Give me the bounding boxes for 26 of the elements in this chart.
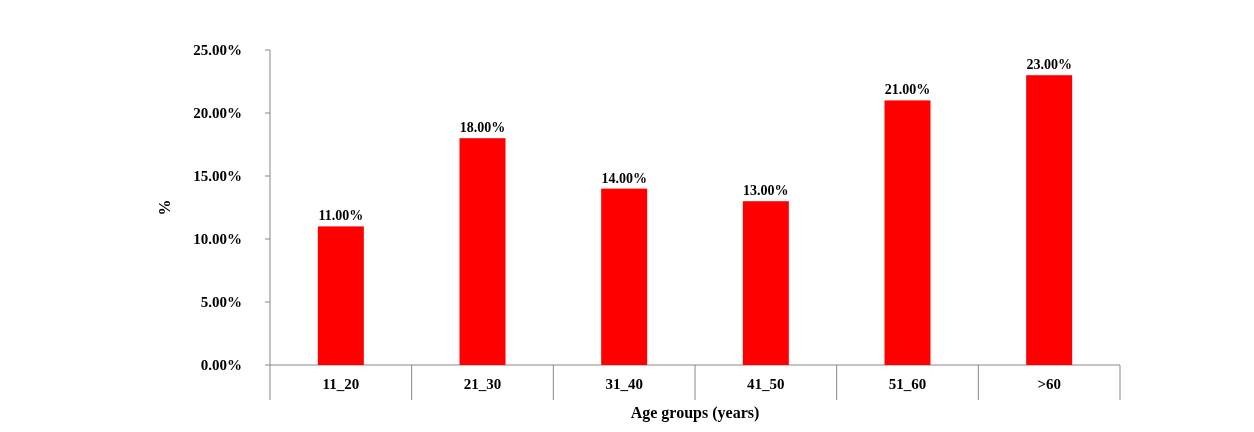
data-label: 23.00% bbox=[1026, 57, 1072, 73]
x-tick-label: >60 bbox=[1037, 376, 1061, 392]
data-label: 13.00% bbox=[743, 183, 789, 199]
y-tick-label: 5.00% bbox=[200, 294, 242, 311]
bar bbox=[601, 188, 648, 365]
data-label: 21.00% bbox=[884, 82, 931, 98]
data-label: 14.00% bbox=[601, 170, 647, 186]
x-axis-title: Age groups (years) bbox=[630, 404, 760, 422]
y-tick-label: 10.00% bbox=[193, 231, 242, 248]
bar bbox=[317, 226, 364, 365]
x-tick-label: 21_30 bbox=[463, 376, 502, 392]
x-tick-label: 51_60 bbox=[888, 376, 927, 392]
x-tick-label: 41_50 bbox=[747, 376, 785, 392]
x-tick-label: 11_20 bbox=[322, 376, 360, 392]
x-tick-label: 31_40 bbox=[605, 376, 643, 392]
bar bbox=[1026, 75, 1073, 365]
data-label: 11.00% bbox=[318, 208, 364, 224]
y-tick-label: 25.00% bbox=[193, 42, 242, 59]
y-tick-label: 15.00% bbox=[193, 168, 242, 185]
y-tick-label: 0.00% bbox=[200, 357, 242, 374]
y-axis-title: % bbox=[156, 199, 173, 216]
data-label: 18.00% bbox=[459, 120, 506, 136]
bar bbox=[742, 201, 789, 365]
bar bbox=[459, 138, 506, 365]
y-tick-label: 20.00% bbox=[193, 105, 242, 122]
bar bbox=[884, 100, 931, 365]
